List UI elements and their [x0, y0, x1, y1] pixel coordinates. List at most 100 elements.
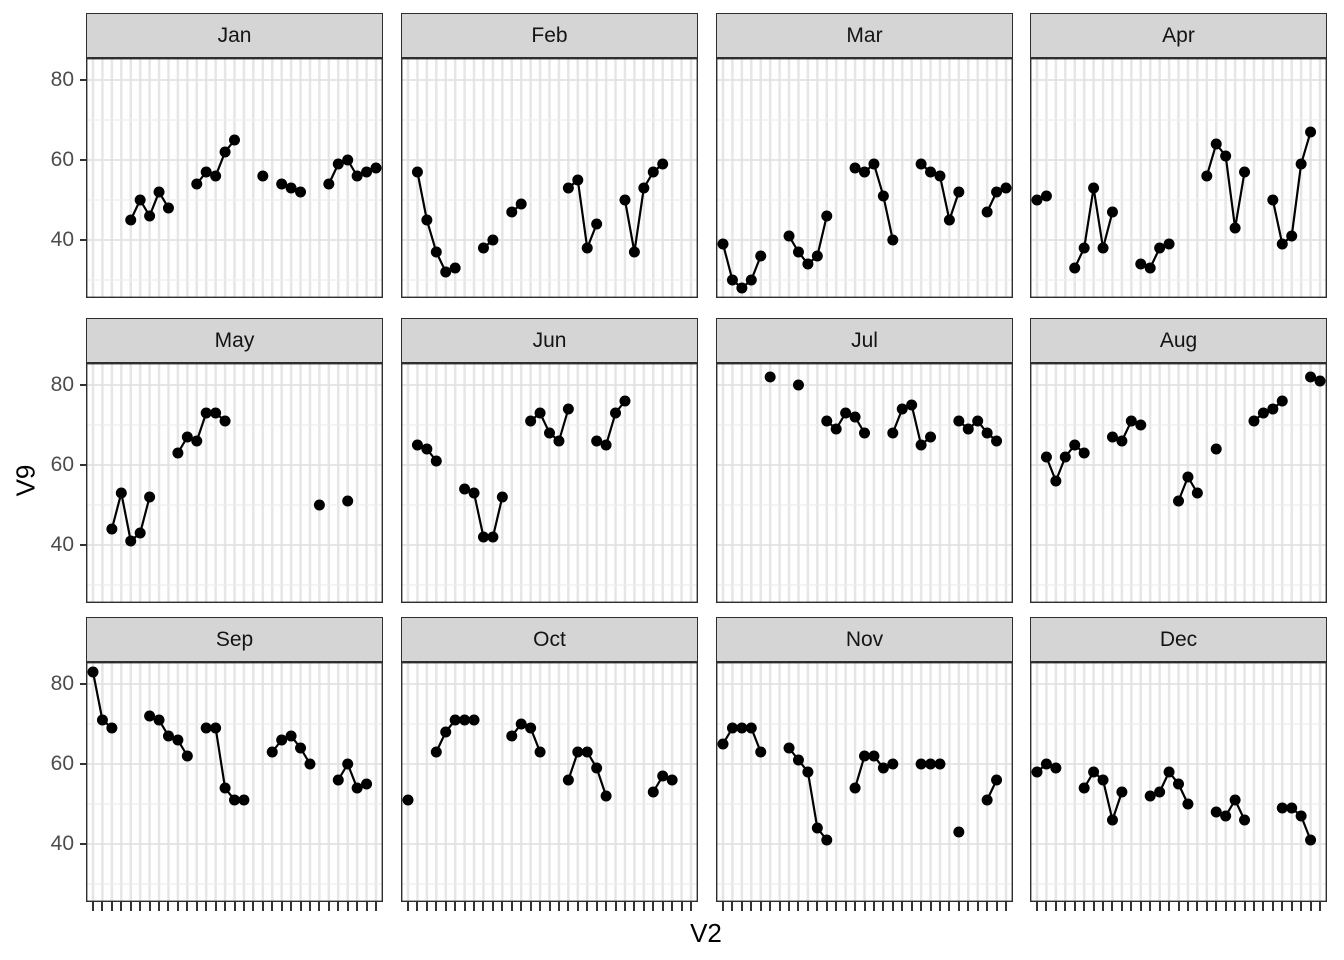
facet-panel-jul — [716, 363, 1013, 603]
data-point — [1059, 451, 1071, 463]
x-tick-mark — [365, 902, 368, 911]
data-point — [1182, 471, 1194, 483]
data-point — [1286, 802, 1298, 814]
data-point — [868, 750, 880, 762]
data-point — [87, 666, 99, 678]
x-tick-mark — [1186, 902, 1189, 911]
x-tick-mark — [806, 902, 809, 911]
data-point — [1305, 371, 1317, 383]
data-point — [802, 766, 814, 778]
data-point — [1276, 802, 1288, 814]
facet-strip-apr: Apr — [1030, 13, 1327, 58]
data-point — [991, 186, 1003, 198]
data-point — [859, 750, 870, 762]
data-point — [868, 158, 880, 170]
data-point — [162, 202, 174, 214]
data-point — [229, 794, 240, 806]
x-tick-mark — [1005, 902, 1007, 911]
data-point — [144, 210, 156, 222]
data-point — [755, 250, 767, 262]
x-tick-mark — [539, 902, 542, 911]
x-tick-mark — [872, 902, 875, 911]
data-point — [106, 523, 118, 535]
x-tick-mark — [901, 902, 904, 911]
y-tick-label: 80 — [50, 672, 74, 695]
x-tick-mark — [1262, 902, 1265, 911]
x-tick-mark — [1309, 902, 1312, 911]
facet-label: Aug — [1159, 328, 1198, 352]
data-point — [934, 170, 946, 182]
data-point — [402, 794, 414, 806]
x-tick-mark — [1300, 902, 1303, 911]
x-tick-mark — [633, 902, 636, 911]
data-point — [477, 531, 489, 543]
data-point — [764, 371, 776, 383]
facet-strip-jan: Jan — [86, 13, 383, 58]
data-point — [1088, 182, 1100, 194]
x-tick-mark — [261, 902, 264, 911]
data-point — [859, 427, 870, 439]
x-tick-mark — [1092, 902, 1095, 911]
facet-strip-feb: Feb — [401, 13, 698, 58]
y-tick-label: 40 — [50, 533, 74, 556]
data-point — [342, 758, 354, 770]
facet-strip-mar: Mar — [716, 13, 1013, 58]
x-tick-mark — [576, 902, 579, 911]
data-point — [506, 206, 518, 218]
x-tick-mark — [1215, 902, 1218, 911]
data-point — [1229, 794, 1241, 806]
data-point — [276, 178, 288, 190]
facet-panel-jun — [401, 363, 698, 603]
y-tick-mark — [80, 384, 86, 386]
data-point — [172, 734, 184, 746]
x-tick-mark — [299, 902, 302, 911]
data-point — [591, 218, 603, 230]
data-point — [506, 730, 518, 742]
data-point — [1031, 766, 1043, 778]
x-tick-mark — [835, 902, 838, 911]
x-tick-mark — [995, 902, 998, 911]
data-point — [1040, 190, 1052, 202]
data-point — [200, 722, 212, 734]
facet-label: Dec — [1159, 627, 1198, 651]
x-tick-mark — [1111, 902, 1114, 911]
x-tick-mark — [586, 902, 589, 911]
data-point — [1097, 774, 1109, 786]
x-tick-mark — [548, 902, 551, 911]
data-point — [953, 826, 965, 838]
data-point — [219, 782, 231, 794]
x-tick-mark — [623, 902, 626, 911]
data-point — [468, 487, 480, 499]
x-tick-mark — [280, 902, 283, 911]
data-point — [1201, 170, 1213, 182]
data-point — [1257, 407, 1269, 419]
data-point — [534, 407, 546, 419]
data-point — [849, 782, 861, 794]
data-point — [619, 194, 631, 206]
y-tick-mark — [80, 239, 86, 241]
data-point — [877, 762, 889, 774]
data-point — [219, 415, 231, 427]
x-tick-mark — [1271, 902, 1274, 911]
data-point — [115, 487, 127, 499]
data-point — [430, 246, 442, 258]
facet-panel-may — [86, 363, 383, 603]
data-point — [96, 714, 108, 726]
data-point — [572, 174, 584, 186]
data-point — [1295, 810, 1307, 822]
x-tick-mark — [491, 902, 494, 911]
data-point — [1135, 258, 1147, 270]
facet-panel-feb — [401, 58, 698, 298]
x-tick-mark — [986, 902, 989, 911]
y-tick-label: 60 — [50, 148, 74, 171]
data-point — [783, 230, 795, 242]
x-tick-mark — [120, 902, 123, 911]
data-point — [1154, 786, 1166, 798]
data-point — [525, 415, 537, 427]
y-tick-label: 40 — [50, 832, 74, 855]
x-tick-mark — [482, 902, 485, 911]
data-point — [1040, 758, 1052, 770]
x-tick-mark — [435, 902, 438, 911]
data-point — [581, 746, 593, 758]
x-tick-mark — [567, 902, 570, 911]
